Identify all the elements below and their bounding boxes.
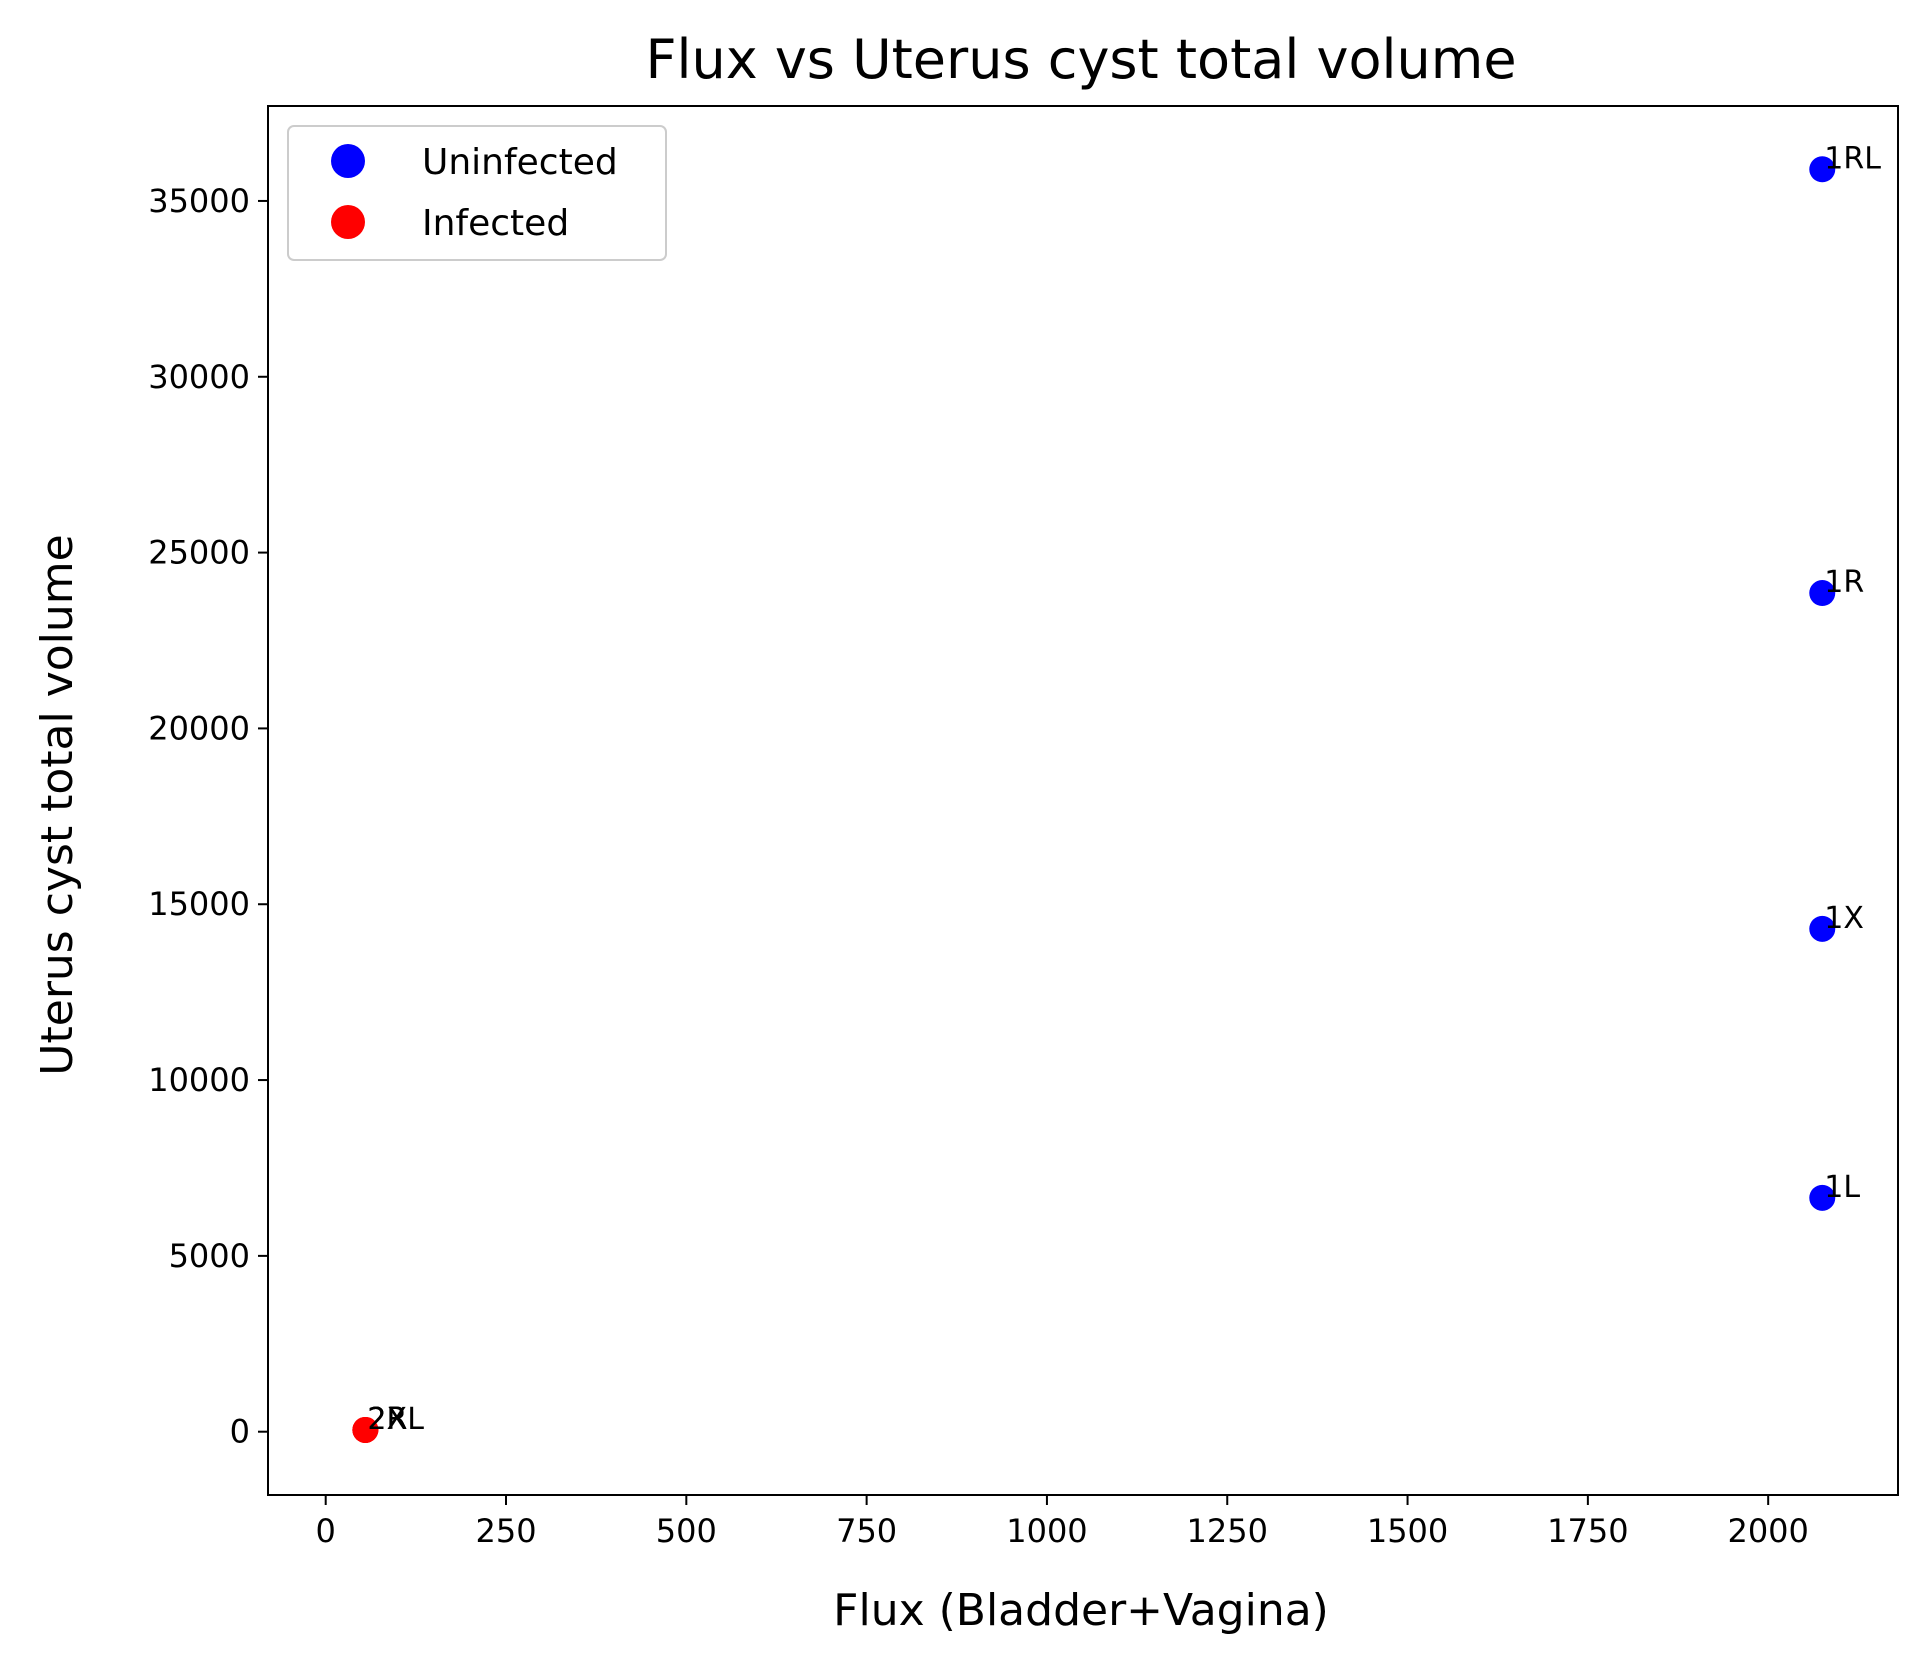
point-label: 1X	[1824, 901, 1864, 936]
x-tick-label: 1750	[1547, 1512, 1628, 1550]
legend-marker	[331, 144, 365, 178]
point-label: 1R	[1824, 565, 1864, 600]
data-point	[1809, 915, 1836, 942]
legend-label: Uninfected	[422, 142, 618, 183]
y-tick-label: 25000	[148, 534, 250, 572]
legend-box	[287, 125, 667, 261]
y-tick-label: 10000	[148, 1061, 250, 1099]
legend-label: Infected	[422, 203, 569, 244]
x-tick-label: 250	[475, 1512, 536, 1550]
point-label: 1RL	[1824, 141, 1881, 176]
data-point	[352, 1416, 379, 1443]
data-point	[1809, 1184, 1836, 1211]
x-tick-label: 1000	[1006, 1512, 1087, 1550]
point-label: 2R	[367, 1402, 407, 1437]
y-tick-label: 0	[230, 1413, 250, 1451]
y-tick-label: 30000	[148, 358, 250, 396]
x-tick-label: 2000	[1727, 1512, 1808, 1550]
y-tick-label: 5000	[169, 1237, 250, 1275]
plot-area: 0 250 500 750 1000 1250 1500 1750 20000500010000…	[148, 105, 1899, 1550]
y-tick-label: 20000	[148, 709, 250, 747]
data-point	[1809, 580, 1836, 607]
x-tick-label: 1500	[1367, 1512, 1448, 1550]
legend: Uninfected Infected	[287, 125, 667, 261]
legend-marker	[331, 205, 365, 239]
data-point	[1809, 156, 1836, 183]
y-tick-label: 35000	[148, 182, 250, 220]
chart-title: Flux vs Uterus cyst total volume	[645, 28, 1516, 91]
x-tick-label: 1250	[1187, 1512, 1268, 1550]
x-axis-label: Flux (Bladder+Vagina)	[833, 1585, 1329, 1636]
x-tick-label: 500	[656, 1512, 717, 1550]
axes-frame	[267, 105, 1899, 1496]
y-axis-label: Uterus cyst total volume	[32, 534, 83, 1075]
x-tick-label: 0	[316, 1512, 336, 1550]
point-label: 1L	[1824, 1170, 1860, 1205]
y-tick-label: 15000	[148, 885, 250, 923]
x-tick-label: 750	[836, 1512, 897, 1550]
